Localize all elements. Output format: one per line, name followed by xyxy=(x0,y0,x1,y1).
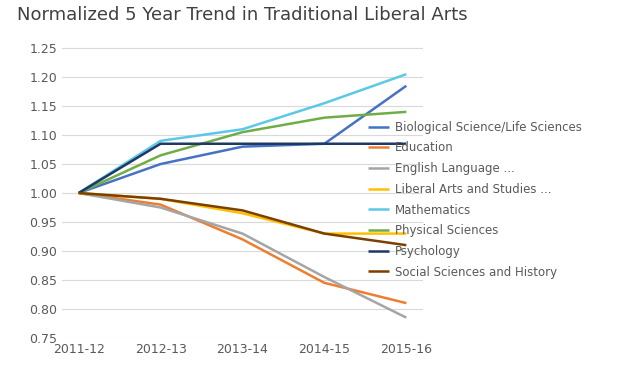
Education xyxy=(157,202,164,207)
Education xyxy=(321,281,328,285)
Line: Mathematics: Mathematics xyxy=(78,74,406,193)
Mathematics xyxy=(321,101,328,106)
Biological Science/Life Sciences xyxy=(75,191,82,195)
Title: Normalized 5 Year Trend in Traditional Liberal Arts: Normalized 5 Year Trend in Traditional L… xyxy=(17,6,468,23)
Liberal Arts and Studies ... xyxy=(157,197,164,201)
Line: Social Sciences and History: Social Sciences and History xyxy=(78,193,406,245)
Social Sciences and History xyxy=(239,208,246,213)
Mathematics xyxy=(75,191,82,195)
Psychology xyxy=(402,141,410,146)
Education xyxy=(402,301,410,305)
Psychology xyxy=(321,141,328,146)
Biological Science/Life Sciences xyxy=(402,83,410,88)
English Language ... xyxy=(157,205,164,210)
Social Sciences and History xyxy=(402,243,410,247)
Physical Sciences xyxy=(157,153,164,158)
Line: Education: Education xyxy=(78,193,406,303)
Liberal Arts and Studies ... xyxy=(321,231,328,236)
Legend: Biological Science/Life Sciences, Education, English Language ..., Liberal Arts : Biological Science/Life Sciences, Educat… xyxy=(364,117,585,282)
Mathematics xyxy=(402,72,410,76)
Physical Sciences xyxy=(321,115,328,120)
Mathematics xyxy=(157,139,164,143)
Physical Sciences xyxy=(402,109,410,114)
Line: Physical Sciences: Physical Sciences xyxy=(78,112,406,193)
Psychology xyxy=(157,141,164,146)
Social Sciences and History xyxy=(75,191,82,195)
Line: Psychology: Psychology xyxy=(78,144,406,193)
Education xyxy=(75,191,82,195)
Education xyxy=(239,237,246,242)
Psychology xyxy=(75,191,82,195)
Liberal Arts and Studies ... xyxy=(75,191,82,195)
Liberal Arts and Studies ... xyxy=(402,231,410,236)
Line: Liberal Arts and Studies ...: Liberal Arts and Studies ... xyxy=(78,193,406,233)
English Language ... xyxy=(75,191,82,195)
Liberal Arts and Studies ... xyxy=(239,211,246,215)
Biological Science/Life Sciences xyxy=(239,144,246,149)
Social Sciences and History xyxy=(321,231,328,236)
Line: Biological Science/Life Sciences: Biological Science/Life Sciences xyxy=(78,86,406,193)
Biological Science/Life Sciences xyxy=(157,162,164,166)
Physical Sciences xyxy=(239,130,246,134)
English Language ... xyxy=(239,231,246,236)
Social Sciences and History xyxy=(157,197,164,201)
English Language ... xyxy=(402,315,410,320)
Line: English Language ...: English Language ... xyxy=(78,193,406,318)
Psychology xyxy=(239,141,246,146)
Biological Science/Life Sciences xyxy=(321,141,328,146)
Physical Sciences xyxy=(75,191,82,195)
English Language ... xyxy=(321,275,328,280)
Mathematics xyxy=(239,127,246,132)
